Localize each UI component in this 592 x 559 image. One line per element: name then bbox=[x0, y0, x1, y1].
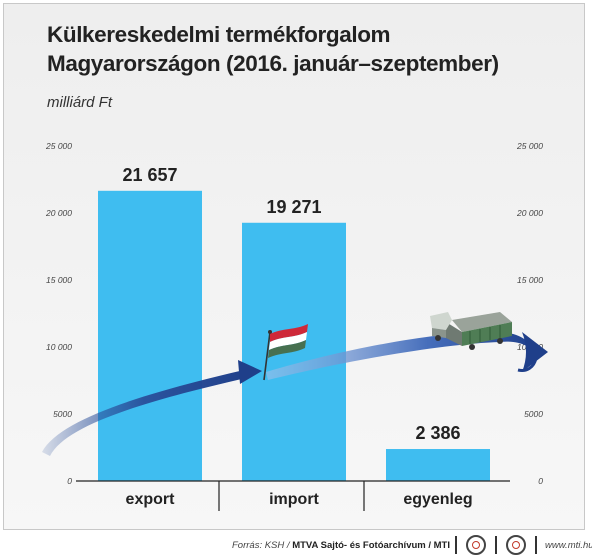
y-tick-label-right: 15 000 bbox=[517, 275, 543, 285]
title-line-2: Magyarországon (2016. január–szeptember) bbox=[47, 51, 499, 76]
x-axis-labels: export import egyenleg bbox=[126, 481, 473, 511]
bar-import bbox=[242, 222, 346, 481]
y-tick-label-right: 0 bbox=[538, 476, 543, 486]
chart-title: Külkereskedelmi termékforgalom Magyarors… bbox=[47, 20, 499, 78]
footer-separator bbox=[455, 536, 457, 554]
unit-label: milliárd Ft bbox=[47, 94, 113, 111]
truck-icon bbox=[430, 312, 512, 350]
y-tick-label-right: 5000 bbox=[524, 409, 543, 419]
value-label-import: 19 271 bbox=[266, 197, 321, 217]
source-prefix: Forrás: KSH / bbox=[232, 540, 293, 551]
y-tick-label-left: 10 000 bbox=[46, 342, 72, 352]
y-tick-label-right: 20 000 bbox=[516, 208, 543, 218]
mtva-logo-icon bbox=[466, 535, 486, 555]
value-label-egyenleg: 2 386 bbox=[415, 423, 460, 443]
footer-separator bbox=[535, 536, 537, 554]
footer-separator bbox=[495, 536, 497, 554]
source-agency: MTVA Sajtó- és Fotóarchívum / MTI bbox=[292, 540, 451, 551]
category-label-egyenleg: egyenleg bbox=[403, 491, 472, 508]
y-tick-label-right: 25 000 bbox=[516, 141, 543, 151]
bar-export bbox=[98, 190, 202, 481]
y-tick-label-left: 20 000 bbox=[45, 208, 72, 218]
value-labels: 21 657 19 271 2 386 bbox=[122, 165, 460, 443]
bars bbox=[98, 190, 490, 481]
category-label-import: import bbox=[269, 491, 319, 508]
website-link[interactable]: www.mti.hu bbox=[545, 540, 592, 551]
y-tick-label-left: 25 000 bbox=[45, 141, 72, 151]
footer: Forrás: KSH / MTVA Sajtó- és Fotóarchívu… bbox=[0, 531, 592, 559]
y-tick-label-left: 15 000 bbox=[46, 275, 72, 285]
y-tick-label-left: 5000 bbox=[53, 409, 72, 419]
y-axis-left: 0 5000 10 000 15 000 20 000 25 000 bbox=[45, 141, 72, 486]
hungarian-flag-icon bbox=[263, 324, 308, 381]
y-tick-label-left: 0 bbox=[67, 476, 72, 486]
title-line-1: Külkereskedelmi termékforgalom bbox=[47, 22, 391, 47]
source-credit: Forrás: KSH / MTVA Sajtó- és Fotóarchívu… bbox=[232, 540, 450, 551]
mti-logo-icon bbox=[506, 535, 526, 555]
value-label-export: 21 657 bbox=[122, 165, 177, 185]
category-label-export: export bbox=[126, 491, 176, 508]
bar-egyenleg bbox=[386, 449, 490, 481]
